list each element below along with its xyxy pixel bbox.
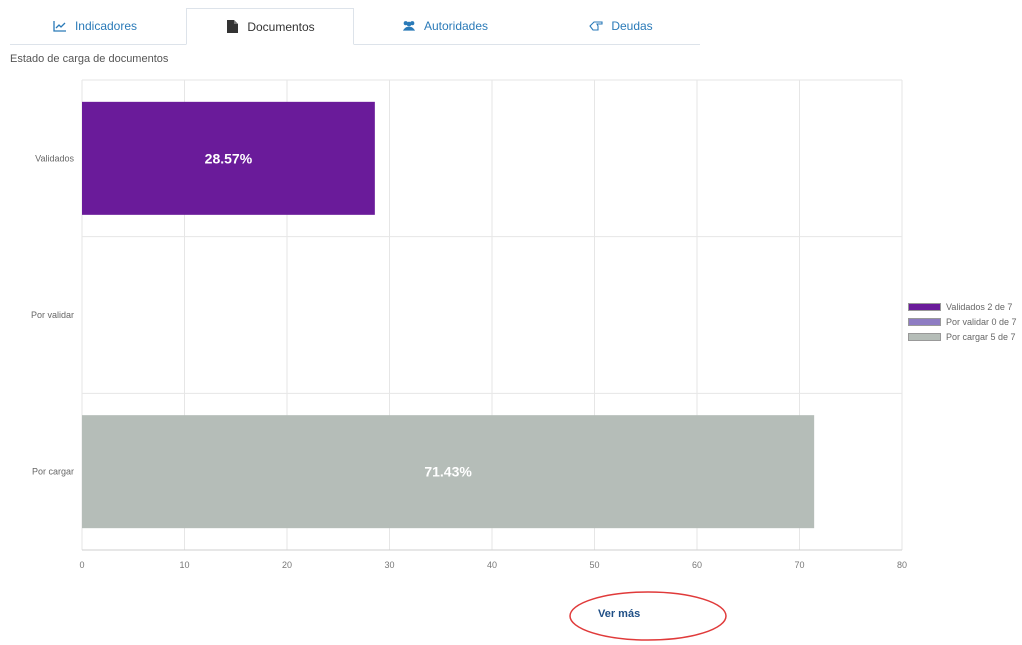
tab-bar: Indicadores Documentos Autoridades Deuda… [10, 8, 700, 45]
legend-item[interactable]: Por cargar 5 de 7 [908, 330, 1017, 343]
legend-item[interactable]: Validados 2 de 7 [908, 300, 1017, 313]
x-tick-label: 60 [692, 560, 702, 570]
chart-subtitle: Estado de carga de documentos [10, 53, 169, 65]
tab-indicadores-label: Indicadores [74, 19, 138, 33]
y-category-label: Por cargar [32, 467, 74, 477]
ver-mas-link[interactable]: Ver más [598, 608, 641, 620]
tab-deudas[interactable]: Deudas [536, 8, 706, 44]
users-icon [402, 19, 416, 33]
legend-label: Por validar 0 de 7 [946, 316, 1017, 327]
tab-deudas-label: Deudas [611, 19, 653, 33]
legend-item[interactable]: Por validar 0 de 7 [908, 315, 1017, 328]
file-icon [225, 20, 239, 34]
tab-documentos-label: Documentos [247, 19, 315, 34]
x-tick-label: 20 [282, 560, 292, 570]
x-tick-label: 70 [794, 560, 804, 570]
bar-data-label: 28.57% [205, 150, 253, 166]
legend-swatch [908, 332, 941, 341]
legend-swatch [908, 317, 941, 326]
annotation-ellipse [569, 591, 727, 641]
y-category-label: Validados [35, 153, 74, 163]
tab-indicadores[interactable]: Indicadores [10, 8, 180, 44]
bar [82, 415, 815, 529]
legend-swatch [908, 302, 941, 311]
y-category-label: Por validar [31, 310, 74, 320]
bar-data-label: 71.43% [424, 464, 472, 480]
x-tick-label: 0 [79, 560, 84, 570]
documents-bar-chart: 0 10 20 30 40 50 60 70 80 Validados 28.57% Por vali… [31, 79, 907, 570]
annotation-circle [569, 591, 727, 641]
x-tick-label: 80 [897, 560, 907, 570]
tab-autoridades[interactable]: Autoridades [360, 8, 530, 44]
x-tick-label: 40 [487, 560, 497, 570]
x-tick-label: 30 [384, 560, 394, 570]
legend-label: Validados 2 de 7 [946, 301, 1013, 312]
hand-point-icon [589, 19, 603, 33]
chart-legend: Validados 2 de 7 Por validar 0 de 7 Por ca… [908, 300, 1017, 345]
legend-label: Por cargar 5 de 7 [946, 331, 1016, 342]
bar [82, 101, 375, 215]
line-chart-icon [53, 19, 67, 33]
x-tick-label: 10 [179, 560, 189, 570]
tab-documentos[interactable]: Documentos [186, 8, 354, 45]
x-tick-label: 50 [589, 560, 599, 570]
tab-autoridades-label: Autoridades [423, 19, 489, 33]
